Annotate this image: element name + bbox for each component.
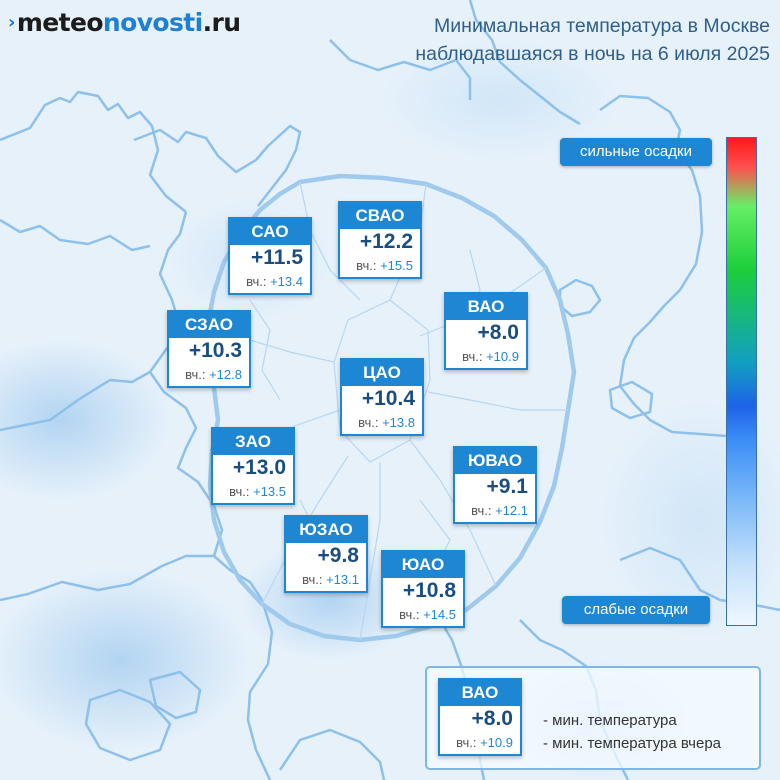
district-card-cao: ЦАО +10.4 вч.: +13.8 (340, 358, 424, 436)
min-temp-value: +8.0 (471, 707, 513, 730)
yesterday-temp: вч.: +10.9 (446, 346, 526, 368)
yesterday-temp: вч.: +13.5 (213, 481, 293, 503)
min-temp-value: +10.3 (188, 339, 242, 362)
page-title: Минимальная температура в Москве наблюда… (415, 12, 770, 68)
min-temp-value: +12.2 (359, 230, 413, 253)
yesterday-temp: вч.: +13.1 (286, 569, 366, 591)
yesterday-label: вч.: (462, 349, 483, 364)
min-temp-value: +9.1 (486, 475, 528, 498)
yesterday-value: +12.8 (209, 367, 242, 382)
yesterday-label: вч.: (471, 503, 492, 518)
yesterday-value: +13.4 (270, 274, 303, 289)
yesterday-temp: вч.: +10.9 (440, 732, 520, 754)
yesterday-label: вч.: (246, 274, 267, 289)
yesterday-temp: вч.: +15.5 (340, 255, 420, 277)
yesterday-temp: вч.: +13.8 (342, 412, 422, 434)
min-temp-value: +10.4 (361, 387, 415, 410)
district-name: ВАО (446, 294, 526, 320)
min-temp-value: +11.5 (251, 246, 303, 269)
legend-sample-card: ВАО +8.0 вч.: +10.9 (438, 678, 522, 756)
yesterday-value: +12.1 (495, 503, 528, 518)
yesterday-label: вч.: (185, 367, 206, 382)
district-name: САО (230, 219, 310, 245)
district-card-sao: САО +11.5 вч.: +13.4 (228, 217, 312, 295)
legend-min-temp-label: - мин. температура (543, 712, 677, 729)
yesterday-value: +14.5 (423, 607, 456, 622)
yesterday-value: +13.5 (253, 484, 286, 499)
min-temp-value: +13.0 (232, 456, 286, 479)
district-name: ВАО (440, 680, 520, 706)
yesterday-value: +10.9 (480, 735, 513, 750)
district-name: ЮАО (383, 552, 463, 578)
yesterday-label: вч.: (302, 572, 323, 587)
yesterday-temp: вч.: +12.1 (455, 500, 535, 522)
title-line-2: наблюдавшаяся в ночь на 6 июля 2025 (415, 43, 770, 65)
legend-yesterday-label: - мин. температура вчера (543, 735, 722, 752)
min-temp-value: +9.8 (317, 544, 359, 567)
precip-color-scale (726, 137, 757, 626)
yesterday-temp: вч.: +12.8 (169, 364, 249, 386)
site-logo: ›meteonovosti.ru (8, 8, 241, 37)
logo-part-meteo: meteo (16, 8, 104, 37)
min-temp-value: +10.8 (402, 579, 456, 602)
yesterday-label: вч.: (229, 484, 250, 499)
title-line-1: Минимальная температура в Москве (434, 15, 770, 37)
yesterday-label: вч.: (399, 607, 420, 622)
district-card-szao: СЗАО +10.3 вч.: +12.8 (167, 310, 251, 388)
district-name: СЗАО (169, 312, 249, 338)
district-card-yuao: ЮАО +10.8 вч.: +14.5 (381, 550, 465, 628)
district-card-vao: ВАО +8.0 вч.: +10.9 (444, 292, 528, 370)
yesterday-label: вч.: (456, 735, 477, 750)
district-card-svao: СВАО +12.2 вч.: +15.5 (338, 201, 422, 279)
yesterday-value: +10.9 (486, 349, 519, 364)
district-card-yuzao: ЮЗАО +9.8 вч.: +13.1 (284, 515, 368, 593)
weak-precip-label: слабые осадки (562, 596, 710, 624)
logo-part-novosti: novosti (102, 8, 203, 37)
min-temp-value: +8.0 (477, 321, 519, 344)
yesterday-value: +15.5 (380, 258, 413, 273)
yesterday-label: вч.: (356, 258, 377, 273)
district-name: ЮЗАО (286, 517, 366, 543)
district-name: СВАО (340, 203, 420, 229)
district-name: ЮВАО (455, 448, 535, 474)
district-card-zao: ЗАО +13.0 вч.: +13.5 (211, 427, 295, 505)
district-name: ЗАО (213, 429, 293, 455)
district-card-yuvao: ЮВАО +9.1 вч.: +12.1 (453, 446, 537, 524)
strong-precip-label: сильные осадки (560, 138, 712, 166)
logo-part-domain: .ru (202, 8, 241, 37)
yesterday-value: +13.8 (382, 415, 415, 430)
district-name: ЦАО (342, 360, 422, 386)
yesterday-label: вч.: (358, 415, 379, 430)
chevron-right-icon: › (8, 12, 15, 33)
yesterday-value: +13.1 (326, 572, 359, 587)
yesterday-temp: вч.: +14.5 (383, 604, 463, 626)
yesterday-temp: вч.: +13.4 (230, 271, 310, 293)
